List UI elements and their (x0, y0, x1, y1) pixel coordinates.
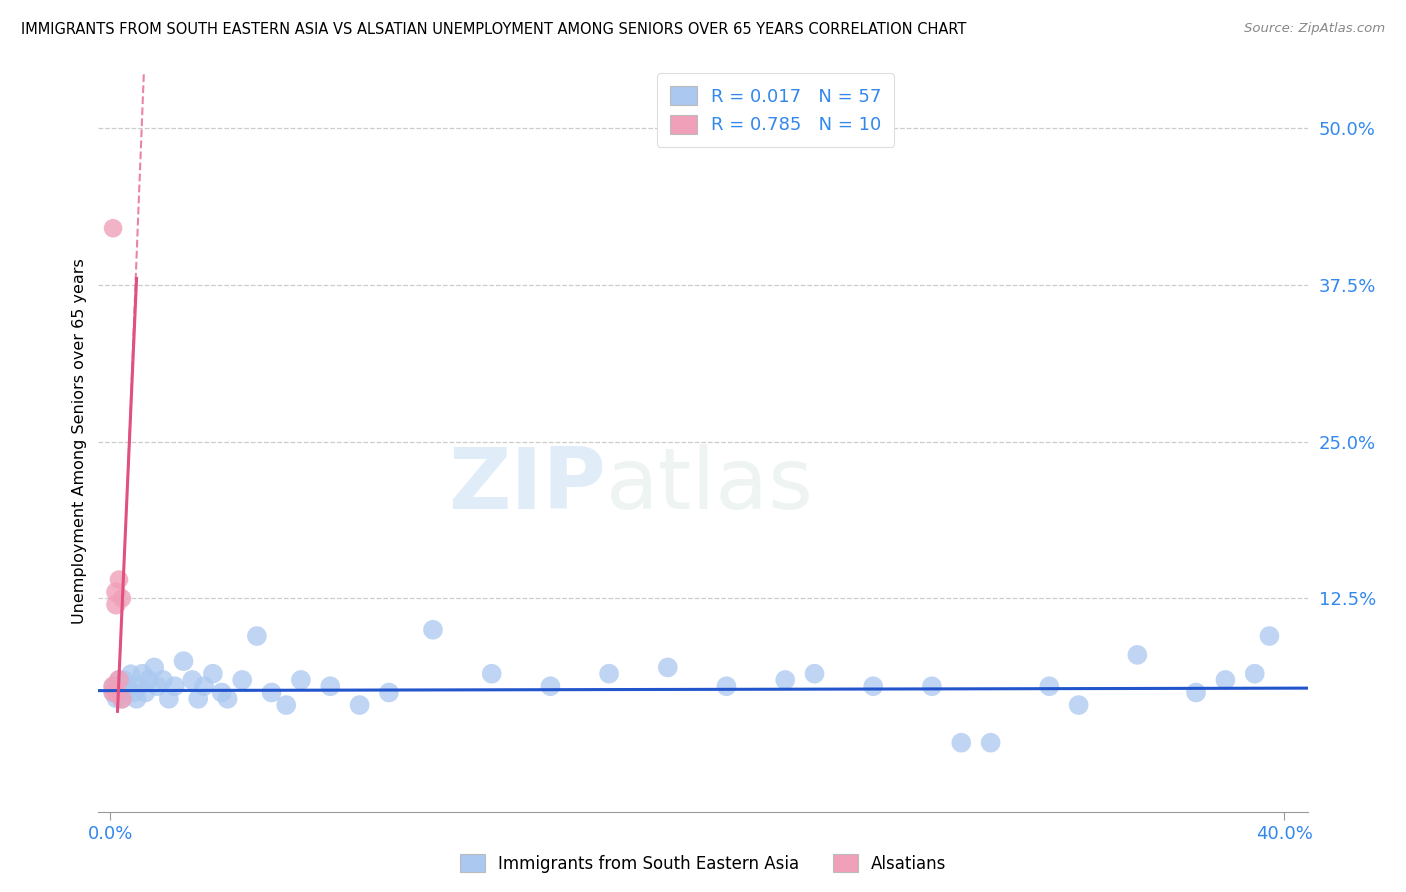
Point (134, 685, 156, 699)
Point (105, 598, 128, 612)
Point (128, 679, 150, 693)
Point (108, 685, 131, 699)
Point (101, 685, 124, 699)
Point (716, 679, 738, 693)
Point (538, 679, 561, 693)
Point (773, 673, 796, 687)
Point (201, 666, 224, 681)
Point (111, 679, 134, 693)
Point (131, 666, 153, 681)
Text: IMMIGRANTS FROM SOUTH EASTERN ASIA VS ALSATIAN UNEMPLOYMENT AMONG SENIORS OVER 6: IMMIGRANTS FROM SOUTH EASTERN ASIA VS AL… (21, 22, 966, 37)
Point (193, 679, 215, 693)
Point (378, 685, 401, 699)
Point (111, 691, 134, 706)
Point (217, 691, 239, 706)
Point (101, 685, 124, 699)
Point (108, 673, 131, 687)
Point (260, 685, 283, 699)
Point (349, 698, 371, 712)
Text: Source: ZipAtlas.com: Source: ZipAtlas.com (1244, 22, 1385, 36)
Y-axis label: Unemployment Among Seniors over 65 years: Unemployment Among Seniors over 65 years (72, 259, 87, 624)
Point (1126, 648, 1149, 662)
Point (101, 221, 124, 235)
Point (862, 679, 884, 693)
Point (657, 660, 679, 674)
Point (173, 654, 195, 668)
Point (111, 591, 134, 606)
Point (980, 736, 1002, 750)
Point (157, 691, 180, 706)
Point (598, 666, 620, 681)
Point (105, 679, 128, 693)
Point (803, 666, 825, 681)
Point (114, 685, 136, 699)
Point (921, 679, 943, 693)
Point (111, 691, 134, 706)
Point (276, 698, 298, 712)
Point (120, 666, 142, 681)
Point (108, 573, 131, 587)
Point (1185, 685, 1208, 699)
Point (319, 679, 342, 693)
Point (125, 691, 148, 706)
Point (1038, 679, 1060, 693)
Point (101, 679, 124, 693)
Point (1215, 673, 1237, 687)
Text: atlas: atlas (606, 444, 814, 527)
Point (481, 666, 503, 681)
Point (146, 679, 169, 693)
Point (1243, 666, 1265, 681)
Point (117, 679, 139, 693)
Point (187, 691, 209, 706)
Point (114, 673, 136, 687)
Legend: Immigrants from South Eastern Asia, Alsatians: Immigrants from South Eastern Asia, Alsa… (453, 847, 953, 880)
Point (211, 685, 233, 699)
Point (143, 660, 166, 674)
Point (290, 673, 312, 687)
Point (1067, 698, 1090, 712)
Legend: R = 0.017   N = 57, R = 0.785   N = 10: R = 0.017 N = 57, R = 0.785 N = 10 (657, 73, 894, 147)
Point (105, 685, 128, 699)
Point (950, 736, 973, 750)
Point (152, 673, 174, 687)
Point (163, 679, 186, 693)
Point (101, 679, 124, 693)
Point (105, 585, 128, 599)
Point (1258, 629, 1281, 643)
Point (122, 685, 145, 699)
Text: ZIP: ZIP (449, 444, 606, 527)
Point (105, 691, 128, 706)
Point (181, 673, 204, 687)
Point (231, 673, 253, 687)
Point (422, 623, 444, 637)
Point (136, 673, 159, 687)
Point (246, 629, 269, 643)
Point (108, 673, 131, 687)
